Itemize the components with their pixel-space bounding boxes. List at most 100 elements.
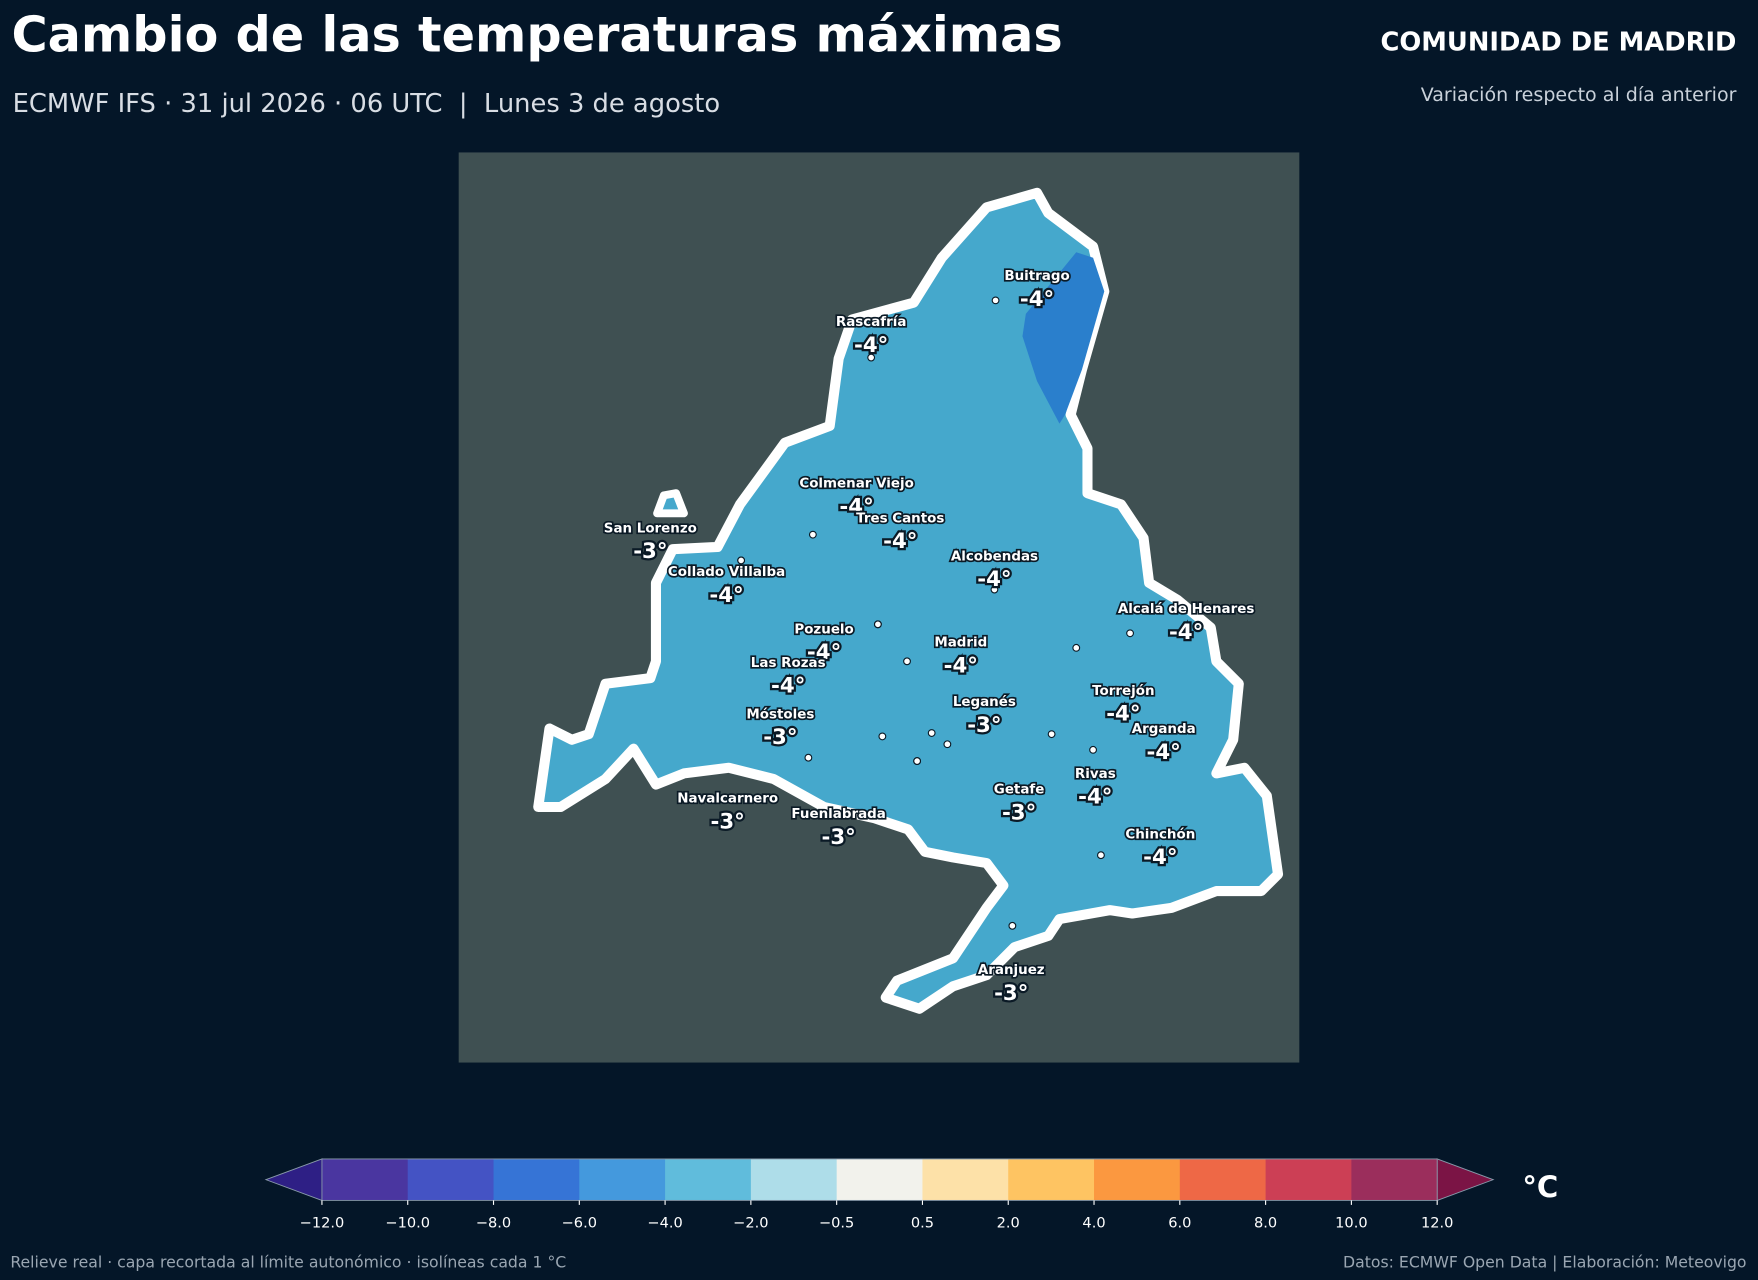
colorbar-tick-label: 4.0 [1082,1214,1105,1231]
city-value: -4° [1143,845,1177,870]
city-dot [1047,730,1056,739]
colorbar-tick-label: 6.0 [1168,1214,1191,1231]
city-name: Navalcarnero [677,792,778,807]
city-dot [1072,643,1081,652]
colorbar-tick-label: −6.0 [562,1214,597,1231]
colorbar-tick-label: 0.5 [911,1214,934,1231]
note: Variación respecto al día anterior [1421,84,1737,106]
colorbar-bin [750,1158,838,1201]
city-value: -4° [1147,740,1181,765]
city-value: -4° [854,333,888,358]
city-dot [927,729,936,737]
city-name: Collado Villalba [668,565,785,580]
colorbar-tick-label: −2.0 [733,1214,768,1231]
colorbar-tick-label: 2.0 [997,1214,1020,1231]
colorbar: −12.0 −10.0 −8.0 −6.0 −4.0 −2.0 −0.5 0.5 2.0 4.0 6… [264,1158,1495,1231]
city-value: -3° [1002,800,1036,825]
city-value: -3° [711,809,745,834]
city-value: -4° [839,494,873,519]
city-value: -4° [709,583,743,608]
colorbar-bin [579,1158,666,1201]
city-value: -3° [994,981,1028,1006]
city-value: -3° [822,825,856,850]
city-dot [903,657,911,666]
city-dot [867,353,876,362]
city-dot [878,732,887,741]
colorbar-bin [1094,1158,1181,1201]
city-value: -3° [633,539,667,564]
colorbar-bin [1265,1158,1352,1201]
colorbar-bin [922,1158,1009,1201]
city-dot [913,757,922,765]
colorbar-bin [493,1158,580,1201]
city-value: -3° [763,725,797,750]
city-name: Chinchón [1125,826,1195,842]
city-name: Rivas [1075,767,1116,782]
city-name: Tres Cantos [856,511,944,526]
city-value: -3° [967,713,1001,738]
colorbar-bin [1351,1158,1438,1201]
colorbar-bin [836,1158,924,1201]
city-dot [804,753,813,762]
city-name: Alcobendas [951,549,1038,564]
colorbar-tick-label: −4.0 [647,1214,682,1231]
city-dot [991,296,1000,305]
colorbar-bin [321,1158,409,1201]
city-value: -4° [977,567,1011,592]
city-name: Fuenlabrada [791,807,885,822]
city-value: -4° [1169,620,1203,645]
city-name: Torrejón [1092,683,1154,699]
colorbar-tick-label: 8.0 [1254,1214,1277,1231]
subtitle: ECMWF IFS · 31 jul 2026 · 06 UTC | Lunes… [13,89,721,119]
colorbar-unit: °C [1522,1170,1558,1204]
colorbar-bin [1179,1158,1267,1201]
colorbar-bin [407,1158,495,1201]
city-dot [943,740,952,749]
city-value: -4° [807,640,841,665]
city-name: Buitrago [1004,269,1069,284]
city-dot [873,620,882,629]
city-dot [808,530,817,539]
exclave [653,489,688,518]
city-dot [990,585,999,594]
city-name: Pozuelo [794,622,853,637]
city-name: Leganés [953,694,1016,710]
city-dot [1008,921,1017,930]
city-dot [737,556,746,565]
region: COMUNIDAD DE MADRID [1380,27,1736,57]
city-name: Colmenar Viejo [799,477,913,492]
city-name: Las Rozas [751,656,826,671]
colorbar-frame [321,1158,1438,1201]
city-dot [1089,745,1098,754]
map: Buitrago -4° Rascafría -4° Colmenar Viejo -4°… [458,152,1300,1063]
city-value: -4° [1106,702,1140,727]
city-value: -4° [1020,287,1054,312]
city-name: Aranjuez [978,963,1045,978]
colorbar-tick-label: −12.0 [300,1214,345,1231]
city-name: Madrid [934,636,987,651]
region-patch [1022,252,1105,424]
footer-right: Datos: ECMWF Open Data | Elaboración: Me… [1343,1253,1747,1272]
city-value: -4° [1078,785,1112,810]
city-dot [1097,851,1105,860]
colorbar-tick-label: −10.0 [385,1214,430,1231]
region-fill [533,187,1284,1014]
city-name: Alcalá de Henares [1118,601,1255,617]
city-name: Rascafría [836,314,907,330]
footer-left: Relieve real · capa recortada al límite … [10,1253,566,1272]
colorbar-tick-label: −0.5 [819,1214,854,1231]
colorbar-tick-label: 10.0 [1335,1214,1367,1231]
city-value: -4° [771,674,805,699]
colorbar-tick-label: −8.0 [476,1214,511,1231]
city-name: Arganda [1132,722,1196,737]
city-name: San Lorenzo [604,521,697,536]
city-name: Móstoles [746,706,814,722]
city-dot [1126,629,1134,638]
city-name: Getafe [994,783,1045,798]
colorbar-bin [1008,1158,1095,1201]
city-value: -4° [944,654,978,679]
title: Cambio de las temperaturas máximas [11,6,1062,64]
city-value: -4° [883,529,917,554]
